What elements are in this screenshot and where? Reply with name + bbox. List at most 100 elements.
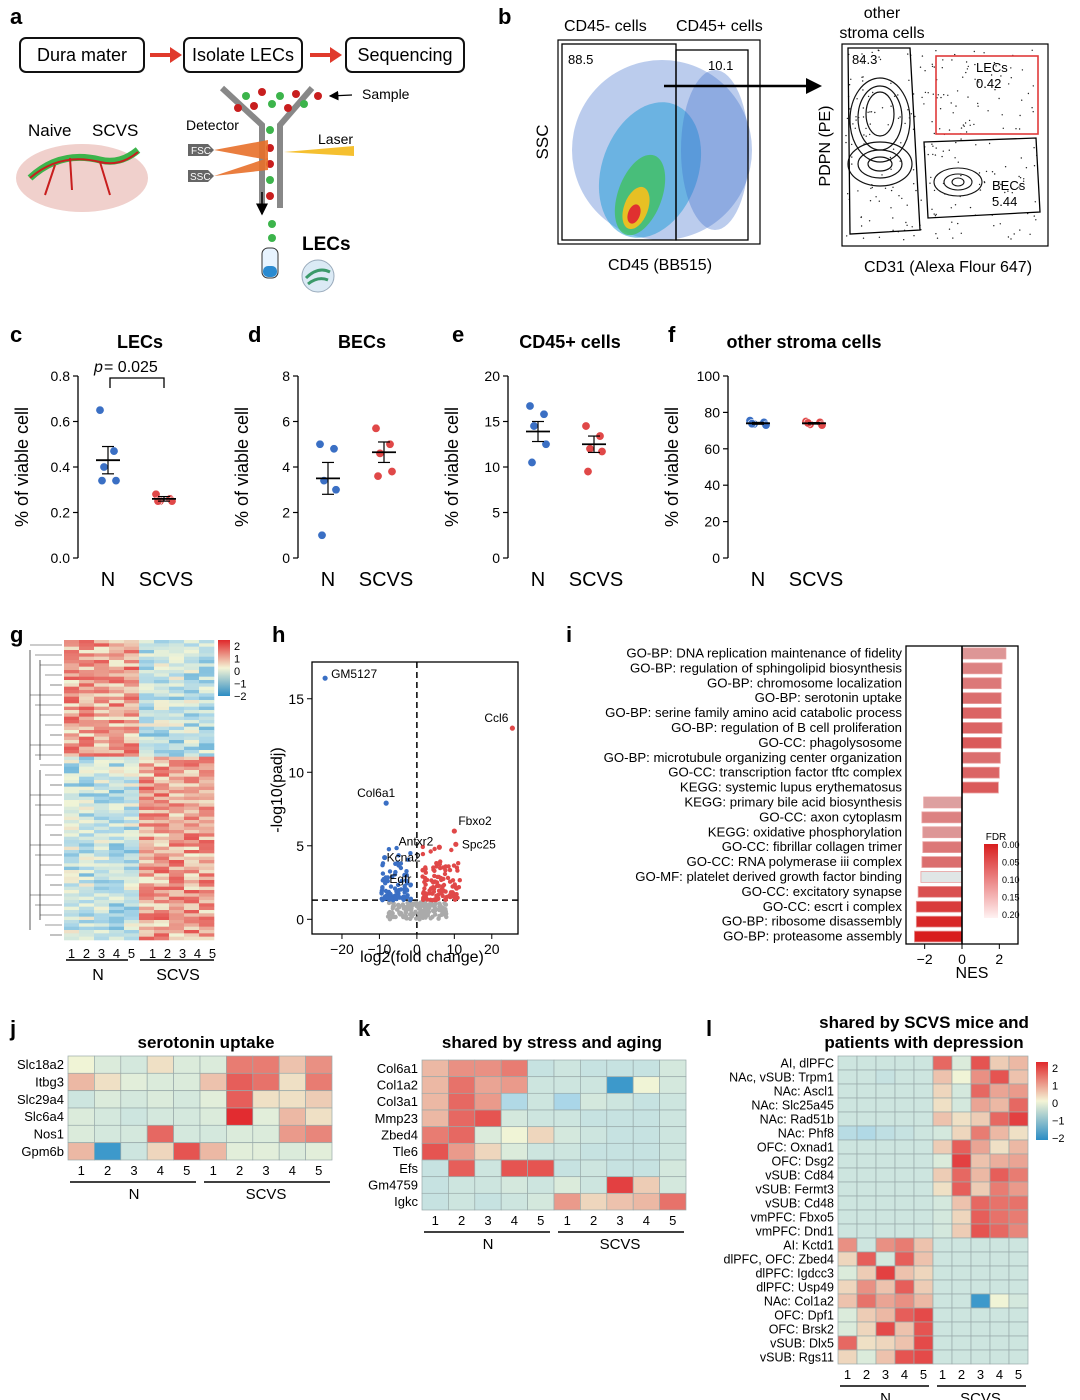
heatmap-cell [79,686,95,691]
heatmap-cell [837,1125,858,1141]
sample-label: Sample [362,86,410,102]
heatmap-cell [79,673,95,677]
heatmap-cell [109,760,125,764]
down-point [380,861,386,866]
heatmap-cell [139,773,155,777]
heatmap-cell [989,1223,1010,1239]
heatmap-cell [199,873,215,877]
heatmap-cell [109,803,125,807]
heatmap-cell [79,646,95,651]
heatmap-cell [79,660,95,664]
facs-event-dot [846,117,849,120]
column-label: 2 [104,1163,111,1178]
heatmap-cell [169,653,185,657]
heatmap-cell [64,806,80,811]
row-label: OFC: Brsk2 [769,1323,834,1337]
heatmap-cell [932,1083,953,1099]
heatmap-cell [139,920,155,924]
heatmap-cell [109,686,125,691]
facs-event-dot [920,199,922,201]
heatmap-cell [64,880,80,884]
row-label: NAc: Slc25a45 [751,1099,834,1113]
heatmap-cell [79,776,95,781]
heatmap-cell [837,1111,858,1127]
naive-label: Naive [28,121,71,140]
heatmap-cell [154,833,170,837]
heatmap-cell [169,660,185,664]
facs-event-dot [851,143,853,146]
facs-event-dot [857,116,860,119]
heatmap-cell [79,706,95,711]
heatmap-cell [94,656,110,661]
heatmap-cell [278,1055,306,1074]
heatmap-cell [79,820,95,824]
heatmap-cell [169,790,185,794]
facs-event-dot [965,71,967,74]
heatmap-cell [894,1349,915,1365]
heatmap-cell [184,703,200,707]
row-label: vSUB: Fermt3 [756,1183,835,1197]
colorbar-tick: 0 [234,666,240,678]
colorbar-tick: 1 [1052,1081,1058,1093]
heatmap-cell [199,676,215,681]
heatmap-cell [154,926,170,931]
heatmap-cell [184,843,200,847]
heatmap-cell [169,900,185,904]
ns-point [432,907,438,912]
ssc-beam [214,158,268,176]
heatmap-cell [199,766,215,771]
fdr-tick-label: 0.15 [1002,893,1020,903]
heatmap-cell [124,880,140,884]
heatmap-cell [94,763,110,767]
heatmap-cell [109,693,125,697]
heatmap-cell [184,736,200,741]
heatmap-cell [64,800,80,804]
heatmap-cell [79,923,95,927]
heatmap-cell [951,1083,972,1099]
heatmap-cell [79,653,95,657]
heatmap-cell [109,783,125,787]
heatmap-cell [94,900,110,904]
heatmap-cell [894,1237,915,1253]
facs1-xaxis: CD45 (BB515) [608,257,712,274]
heatmap-cell [109,870,125,874]
facs-event-dot [1007,190,1009,192]
facs-event-dot [1004,191,1006,194]
colorbar-tick: −1 [1052,1116,1065,1128]
down-point [395,882,401,888]
heatmap-cell [109,746,125,751]
heatmap-cell [139,870,155,874]
heatmap-cell [154,890,170,894]
heatmap-cell [139,756,155,761]
heatmap-cell [124,753,140,757]
heatmap-cell [79,716,95,721]
heatmap-cell [500,1076,528,1094]
y-tick-label: 0 [296,911,304,927]
heatmap-cell [64,753,80,757]
heatmap-cell [1008,1307,1029,1323]
heatmap-cell [64,773,80,777]
facs-event-dot [994,89,996,91]
heatmap-cell [199,850,215,854]
heatmap-cell [199,913,215,917]
heatmap-cell [64,936,80,941]
heatmap-cell [913,1349,934,1365]
heatmap-cell [837,1335,858,1351]
up-point [432,873,437,879]
heatmap-cell [837,1321,858,1337]
heatmap-cell [124,820,140,824]
gsea-bar [922,826,963,839]
facs-event-dot [939,108,942,110]
heatmap-cell [124,736,140,741]
heatmap-cell [94,796,110,801]
heatmap-cell [184,750,200,754]
heatmap-cell [154,843,170,847]
ns-point [387,917,393,922]
facs-event-dot [952,237,954,239]
row-label: vmPFC: Dnd1 [756,1225,835,1239]
heatmap-cell [278,1107,306,1126]
heatmap-cell [109,826,125,831]
heatmap-cell [109,653,125,657]
heatmap-cell [79,843,95,847]
heatmap-cell [124,676,140,681]
